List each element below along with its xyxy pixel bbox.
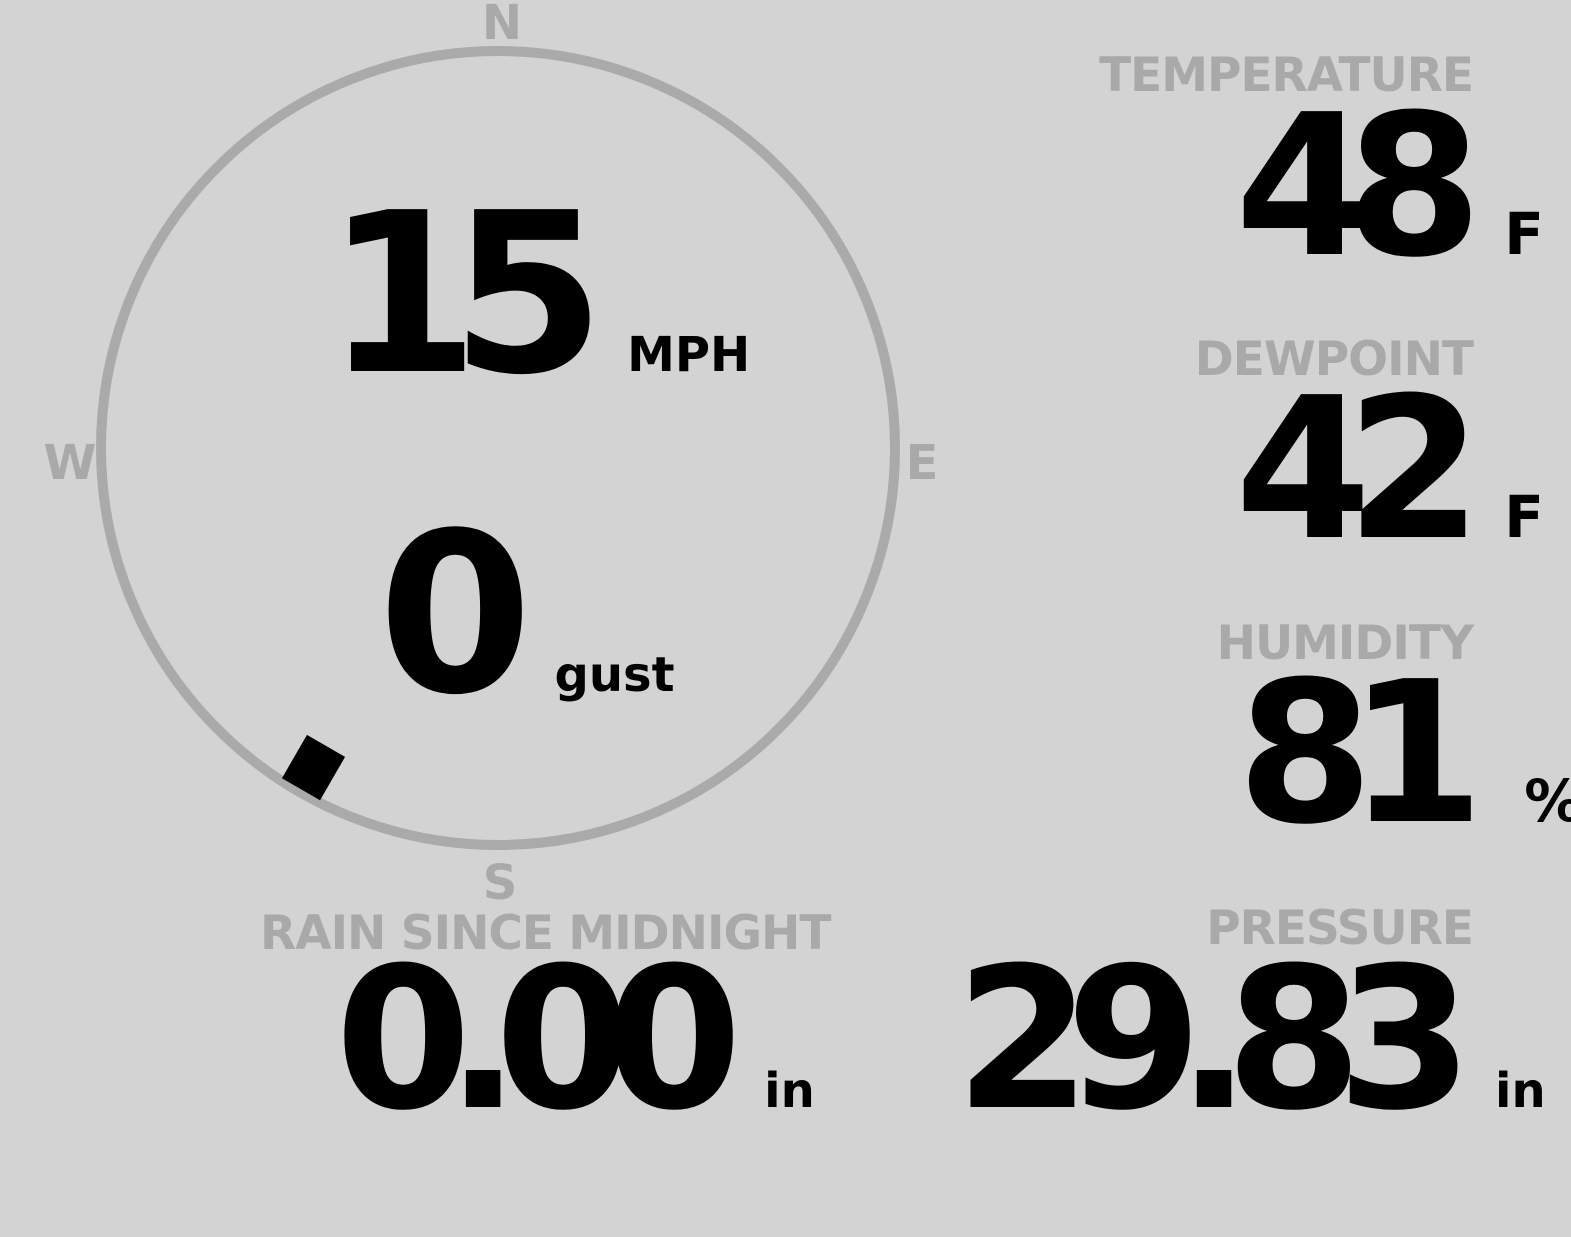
- wind-direction-marker: [281, 734, 346, 801]
- compass-n: N: [481, 0, 523, 51]
- temperature-value: 48: [1235, 73, 1482, 301]
- pressure-value: 29.83: [955, 926, 1473, 1154]
- rain-unit: in: [764, 1063, 815, 1119]
- wind-gust-unit: gust: [554, 647, 675, 703]
- compass-s: S: [482, 855, 518, 911]
- pressure-label: PRESSURE: [1206, 901, 1474, 956]
- temperature-label: TEMPERATURE: [1099, 48, 1474, 103]
- pressure: 29.83 in: [955, 942, 1546, 1138]
- rain-value: 0.00: [335, 926, 742, 1154]
- humidity-label: HUMIDITY: [1216, 616, 1474, 671]
- dewpoint-label: DEWPOINT: [1194, 332, 1474, 387]
- pressure-unit: in: [1495, 1063, 1546, 1119]
- wind-gust-value: 0: [378, 486, 533, 744]
- compass-w: W: [43, 435, 97, 491]
- dewpoint: 42 F: [1235, 372, 1544, 568]
- humidity-value: 81: [1237, 640, 1484, 868]
- wind-speed: 15 MPH: [325, 184, 750, 406]
- wind-gust: 0 gust: [378, 504, 675, 726]
- compass-ring: [96, 46, 900, 850]
- wind-speed-value: 15: [325, 166, 605, 424]
- humidity-unit: %: [1524, 772, 1571, 830]
- humidity: 81 %: [1237, 656, 1571, 852]
- rain-label: RAIN SINCE MIDNIGHT: [260, 906, 831, 961]
- temperature: 48 F: [1235, 89, 1544, 285]
- dewpoint-unit: F: [1504, 483, 1544, 551]
- rain: 0.00 in: [335, 942, 815, 1138]
- temperature-unit: F: [1504, 200, 1544, 268]
- compass-e: E: [905, 435, 939, 491]
- dewpoint-value: 42: [1235, 356, 1482, 584]
- wind-speed-unit: MPH: [627, 327, 751, 383]
